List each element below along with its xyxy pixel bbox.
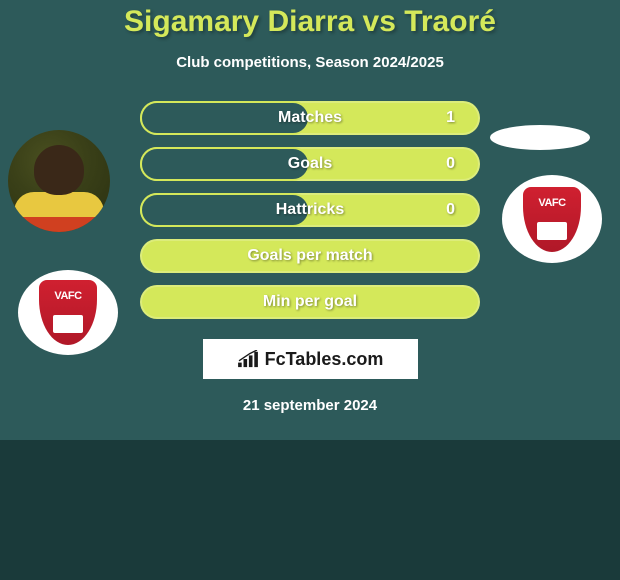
stat-value: 0 bbox=[446, 155, 455, 173]
branding-text: FcTables.com bbox=[265, 349, 384, 370]
page-title: Sigamary Diarra vs Traoré bbox=[0, 5, 620, 39]
date-text: 21 september 2024 bbox=[0, 397, 620, 414]
stat-pill-goals: Goals 0 bbox=[140, 147, 480, 181]
stat-label: Goals per match bbox=[247, 247, 372, 265]
stat-fill bbox=[140, 147, 310, 181]
stat-pill-hattricks: Hattricks 0 bbox=[140, 193, 480, 227]
comparison-card: Sigamary Diarra vs Traoré Club competiti… bbox=[0, 0, 620, 440]
stat-row: Hattricks 0 bbox=[0, 193, 620, 227]
stats-container: Matches 1 Goals 0 Hattricks 0 Goals per … bbox=[0, 101, 620, 319]
chart-icon bbox=[237, 350, 259, 368]
stat-value: 1 bbox=[446, 109, 455, 127]
stat-value: 0 bbox=[446, 201, 455, 219]
stat-row: Goals per match bbox=[0, 239, 620, 273]
branding-badge[interactable]: FcTables.com bbox=[203, 339, 418, 379]
stat-label: Hattricks bbox=[276, 201, 344, 219]
stat-pill-min-per-goal: Min per goal bbox=[140, 285, 480, 319]
stat-pill-goals-per-match: Goals per match bbox=[140, 239, 480, 273]
page-subtitle: Club competitions, Season 2024/2025 bbox=[0, 54, 620, 71]
stat-row: Goals 0 bbox=[0, 147, 620, 181]
stat-label: Goals bbox=[288, 155, 332, 173]
stat-row: Matches 1 bbox=[0, 101, 620, 135]
stat-label: Min per goal bbox=[263, 293, 357, 311]
stat-pill-matches: Matches 1 bbox=[140, 101, 480, 135]
stat-label: Matches bbox=[278, 109, 342, 127]
stat-row: Min per goal bbox=[0, 285, 620, 319]
